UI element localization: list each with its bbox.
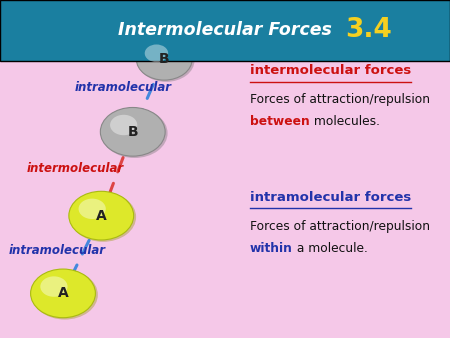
Text: intramolecular: intramolecular (74, 81, 171, 94)
Circle shape (102, 108, 167, 158)
Text: a molecule.: a molecule. (292, 242, 368, 255)
Text: B: B (159, 52, 170, 66)
Text: 3.4: 3.4 (346, 18, 392, 43)
Text: intramolecular forces: intramolecular forces (250, 191, 411, 204)
Text: intramolecular: intramolecular (9, 244, 106, 257)
Circle shape (100, 107, 165, 156)
FancyBboxPatch shape (0, 0, 450, 61)
Circle shape (136, 38, 192, 80)
Circle shape (69, 191, 134, 240)
Circle shape (79, 199, 106, 219)
Circle shape (31, 269, 95, 318)
Text: B: B (127, 125, 138, 139)
Text: intermolecular: intermolecular (27, 163, 124, 175)
Circle shape (138, 39, 194, 82)
Circle shape (40, 276, 68, 297)
Circle shape (145, 45, 168, 62)
Text: A: A (96, 209, 107, 223)
Text: within: within (250, 242, 292, 255)
Circle shape (110, 115, 137, 135)
Text: intermolecular forces: intermolecular forces (250, 65, 411, 77)
Circle shape (32, 270, 98, 319)
Text: between: between (250, 115, 310, 128)
Text: Forces of attraction/repulsion: Forces of attraction/repulsion (250, 93, 430, 106)
Circle shape (70, 192, 136, 242)
Text: A: A (58, 286, 68, 300)
Text: molecules.: molecules. (310, 115, 379, 128)
Text: Intermolecular Forces: Intermolecular Forces (118, 21, 332, 40)
Text: Forces of attraction/repulsion: Forces of attraction/repulsion (250, 220, 430, 233)
